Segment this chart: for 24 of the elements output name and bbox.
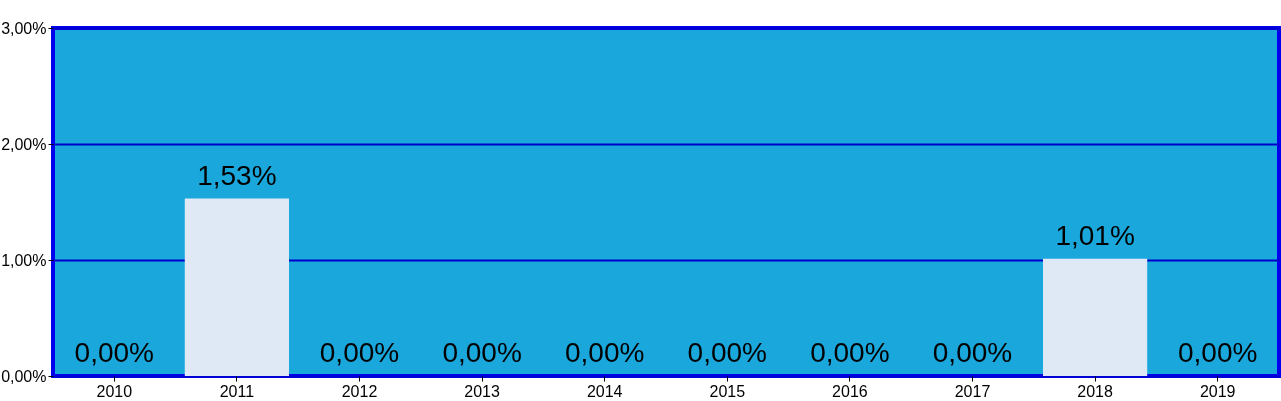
data-label: 0,00% [74, 337, 154, 368]
x-tick-label: 2012 [341, 382, 378, 400]
data-label: 1,01% [1055, 219, 1135, 251]
data-label: 1,53% [197, 159, 277, 191]
y-tick-label: 1,00% [1, 251, 47, 269]
data-label: 0,00% [1178, 337, 1258, 368]
data-label: 0,00% [932, 337, 1013, 368]
x-tick-label: 2018 [1077, 382, 1113, 400]
x-tick-label: 2014 [586, 382, 623, 400]
data-label: 0,00% [810, 337, 890, 368]
data-label: 0,00% [319, 337, 400, 368]
x-tick-label: 2015 [709, 382, 746, 400]
x-tick-label: 2010 [96, 382, 133, 400]
y-tick-label: 0,00% [1, 367, 47, 385]
x-tick-label: 2016 [832, 382, 868, 400]
data-label: 0,00% [565, 337, 645, 368]
y-tick-label: 2,00% [1, 135, 47, 153]
data-label: 0,00% [442, 337, 522, 368]
x-tick-label: 2013 [464, 382, 500, 400]
y-tick-label: 3,00% [1, 19, 47, 37]
data-label: 0,00% [687, 337, 767, 368]
x-tick-label: 2011 [219, 382, 255, 400]
x-tick-label: 2019 [1199, 382, 1236, 400]
x-tick-label: 2017 [954, 382, 991, 400]
